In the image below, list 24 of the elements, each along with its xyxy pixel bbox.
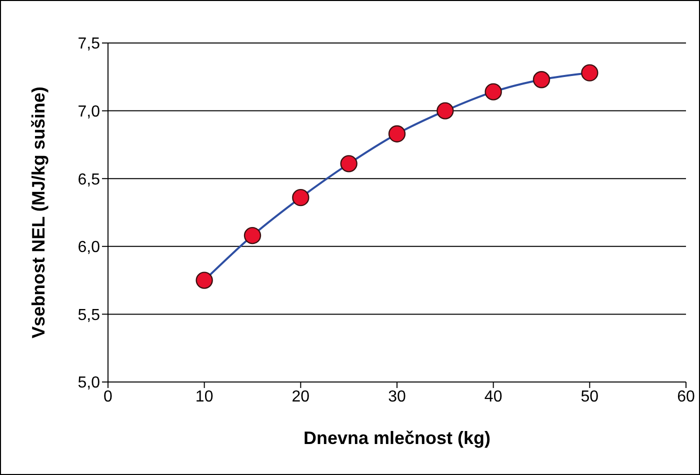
point [532, 71, 550, 88]
point [388, 125, 406, 142]
point [196, 272, 213, 289]
y-tick-label: 5,0 [78, 374, 100, 392]
point [581, 64, 598, 82]
y-tick-label: 7,0 [78, 103, 100, 120]
point [436, 102, 454, 120]
point [484, 83, 502, 100]
point [340, 155, 358, 172]
x-tick-label: 40 [484, 388, 502, 406]
x-tick-label: 20 [292, 388, 310, 406]
x-tick-label: 30 [388, 388, 406, 406]
x-axis-title: Dnevna mlečnost (kg) [303, 428, 491, 448]
y-tick-label: 5,5 [78, 306, 100, 324]
y-tick-label: 6,5 [78, 171, 100, 188]
y-tick-label: 6,0 [78, 239, 100, 256]
y-axis-title: Vsebnost NEL (MJ/kg sušine) [28, 86, 48, 338]
point [244, 226, 262, 244]
x-tick-label: 60 [677, 388, 695, 406]
x-tick-label: 50 [580, 388, 599, 406]
x-tick-label: 10 [195, 388, 214, 406]
point [292, 188, 310, 206]
y-tick-label: 7,5 [78, 36, 100, 53]
x-tick-label: 0 [104, 388, 113, 406]
